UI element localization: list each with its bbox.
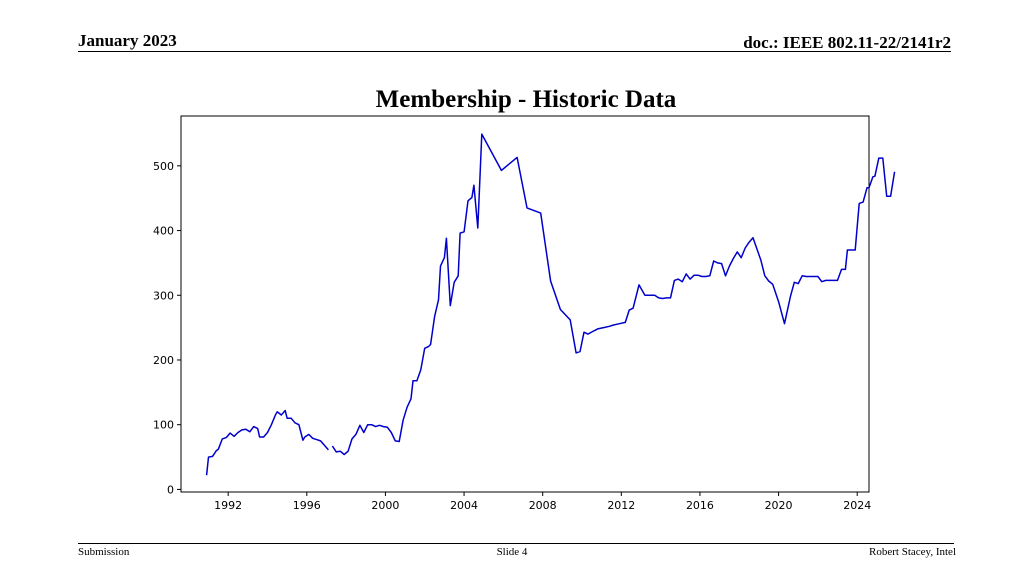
- header-divider: [78, 51, 951, 52]
- x-tick-label: 2024: [843, 499, 871, 512]
- footer-divider: [78, 543, 954, 544]
- plot-frame: [180, 115, 870, 493]
- x-tick-label: 2012: [607, 499, 635, 512]
- membership-series-line: [205, 409, 329, 476]
- y-tick-label: 300: [153, 289, 174, 302]
- y-tick-label: 500: [153, 160, 174, 173]
- header-date: January 2023: [78, 31, 177, 50]
- x-tick-label: 2008: [529, 499, 557, 512]
- x-tick-label: 1996: [293, 499, 321, 512]
- x-tick-label: 1992: [214, 499, 242, 512]
- footer-author: Robert Stacey, Intel: [869, 546, 956, 558]
- y-tick-label: 0: [167, 483, 174, 496]
- y-tick-label: 100: [153, 419, 174, 432]
- x-tick-label: 2020: [765, 499, 793, 512]
- x-tick-label: 2000: [371, 499, 399, 512]
- y-tick-label: 400: [153, 225, 174, 238]
- y-tick-label: 200: [153, 354, 174, 367]
- x-tick-label: 2004: [450, 499, 478, 512]
- header-doc-id: doc.: IEEE 802.11-22/2141r2: [743, 33, 951, 52]
- membership-series-line: [331, 133, 896, 456]
- chart-title: Membership - Historic Data: [375, 86, 677, 113]
- footer-submission: Submission: [78, 546, 130, 558]
- footer-slide-number: Slide 4: [496, 546, 528, 558]
- x-tick-label: 2016: [686, 499, 714, 512]
